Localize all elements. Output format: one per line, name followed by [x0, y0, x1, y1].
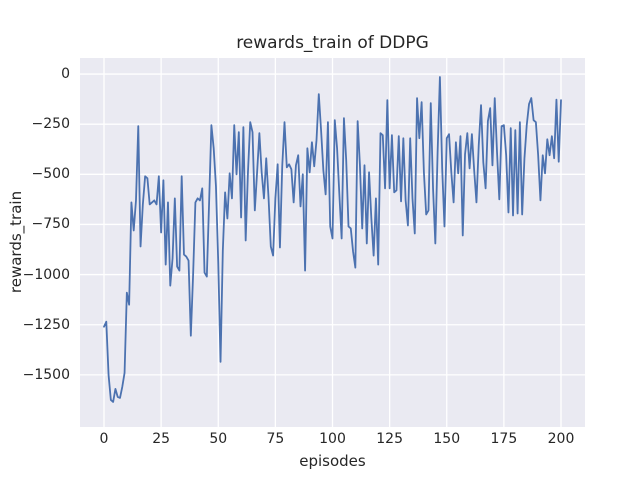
y-tick-label: −1500	[22, 366, 70, 383]
x-tick-label: 175	[490, 431, 518, 447]
x-axis-label: episodes	[299, 452, 366, 470]
series-line-rewards_train	[103, 76, 562, 403]
y-tick-label: −1000	[22, 266, 70, 283]
y-tick-label: −500	[31, 166, 70, 183]
y-tick-label: −1250	[22, 316, 70, 333]
x-tick-label: 75	[266, 431, 285, 447]
x-tick-label: 0	[99, 431, 109, 447]
x-tick-label: 100	[319, 431, 346, 447]
y-tick-label: −250	[31, 116, 70, 133]
y-tick-label: 0	[61, 66, 70, 83]
y-tick-label: −750	[31, 216, 70, 233]
x-tick-label: 150	[433, 431, 461, 447]
x-tick-label: 200	[547, 431, 575, 447]
x-tick-label: 50	[209, 431, 228, 447]
x-tick-label: 125	[376, 431, 403, 447]
x-tick-label: 25	[152, 431, 171, 447]
chart-title: rewards_train of DDPG	[236, 33, 429, 53]
